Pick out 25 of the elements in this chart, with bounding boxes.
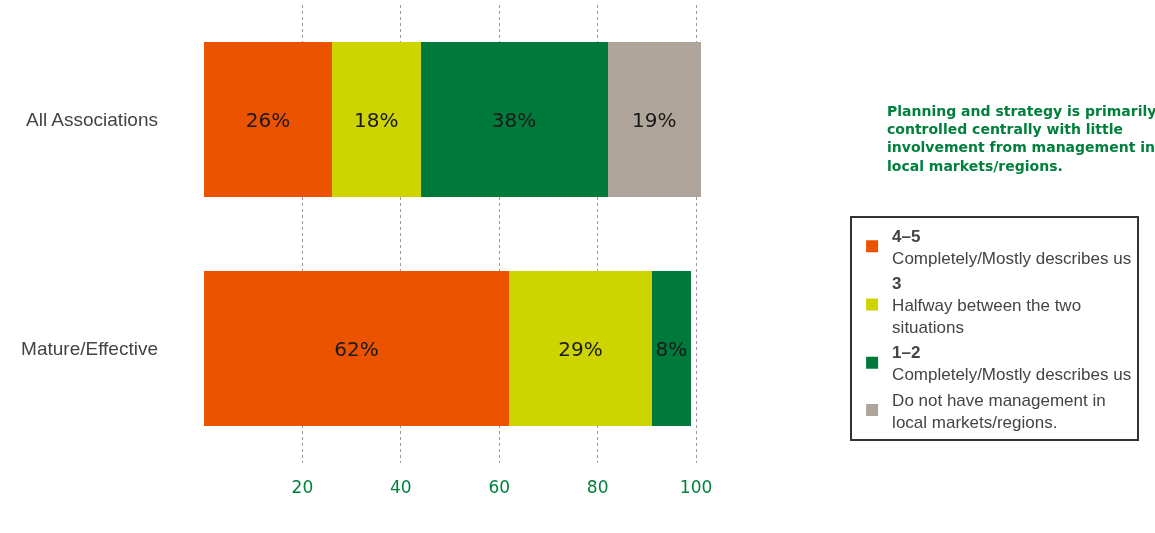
data-label: 26% xyxy=(245,107,291,132)
data-label: 18% xyxy=(354,107,399,132)
data-label: 62% xyxy=(334,336,379,361)
bar xyxy=(204,41,332,198)
y-tick-label: All Associations xyxy=(25,109,158,131)
legend-label: Do not have management in local markets/regions. xyxy=(892,390,1106,432)
x-tick-label: 60 xyxy=(488,477,511,497)
data-label: 29% xyxy=(558,336,603,361)
data-label: 8% xyxy=(655,336,688,361)
x-tick-label: 20 xyxy=(291,477,314,497)
x-tick-label: 80 xyxy=(586,477,609,497)
y-tick-label: Mature/Effective xyxy=(21,338,158,360)
bar xyxy=(651,270,692,427)
data-label: 38% xyxy=(491,107,537,132)
bar xyxy=(420,41,608,198)
legend-label: 1–2 Completely/Mostly describes us xyxy=(892,343,1132,385)
bar xyxy=(607,41,701,198)
x-tick-label: 40 xyxy=(390,477,412,497)
data-label: 19% xyxy=(632,107,677,132)
bar xyxy=(509,270,652,427)
legend-label: 4–5 Completely/Mostly describes us xyxy=(892,226,1132,268)
x-tick-label: 100 xyxy=(679,477,713,497)
bar xyxy=(331,41,421,198)
bar xyxy=(204,270,510,427)
legend-label: 3 Halfway between the two situations xyxy=(892,274,1082,338)
